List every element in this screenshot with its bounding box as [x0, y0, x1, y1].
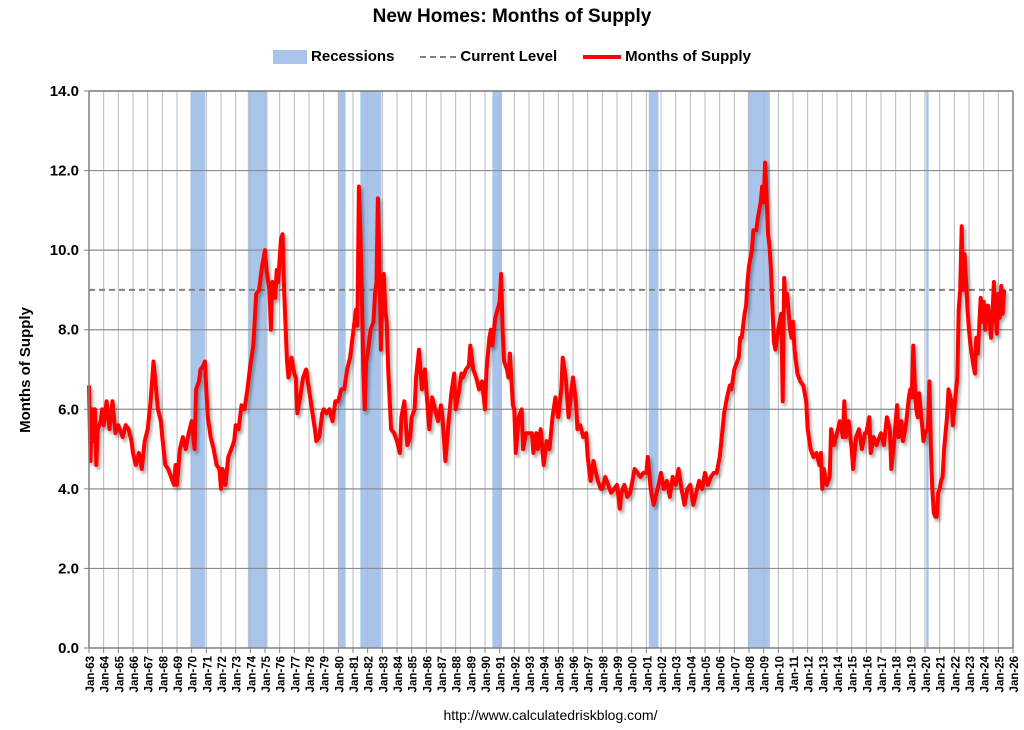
x-tick-label: Jan-01	[642, 655, 654, 692]
x-tick-label: Jan-84	[393, 655, 405, 692]
x-tick-label: Jan-96	[569, 656, 581, 692]
x-tick-label: Jan-26	[1009, 656, 1021, 692]
x-tick-label: Jan-83	[378, 656, 390, 692]
y-tick-label: 14.0	[50, 83, 79, 100]
x-tick-label: Jan-00	[628, 656, 640, 692]
x-tick-label: Jan-65	[114, 655, 126, 692]
x-tick-label: Jan-73	[232, 656, 244, 692]
x-tick-label: Jan-63	[85, 656, 97, 692]
recession-band	[926, 91, 929, 648]
x-tick-label: Jan-64	[100, 655, 112, 692]
x-tick-label: Jan-18	[892, 655, 904, 692]
x-tick-label: Jan-91	[496, 655, 508, 692]
x-tick-label: Jan-10	[774, 656, 786, 692]
x-tick-label: Jan-11	[789, 655, 801, 691]
x-tick-label: Jan-92	[510, 656, 522, 692]
source-url: http://www.calculatedriskblog.com/	[443, 707, 658, 723]
dashed-line-icon	[420, 55, 457, 58]
y-axis-tick-labels: 0.0 2.0 4.0 6.0 8.0 10.0 12.0 14.0	[50, 83, 89, 657]
recession-band	[247, 91, 268, 648]
y-tick-label: 0.0	[58, 640, 79, 657]
chart-legend: Recessions Current Level Months of Suppl…	[0, 48, 1024, 65]
x-tick-label: Jan-85	[408, 655, 420, 692]
vertical-gridlines	[103, 91, 999, 648]
x-tick-label: Jan-22	[950, 656, 962, 692]
x-tick-label: Jan-90	[481, 656, 493, 692]
x-tick-label: Jan-95	[554, 655, 566, 692]
x-tick-label: Jan-14	[833, 655, 845, 692]
x-tick-label: Jan-08	[745, 655, 757, 692]
recession-band	[648, 91, 659, 648]
x-tick-label: Jan-74	[246, 655, 258, 692]
x-tick-label: Jan-93	[525, 656, 537, 692]
x-tick-label: Jan-70	[188, 656, 200, 692]
x-tick-label: Jan-24	[980, 655, 992, 692]
recession-swatch-icon	[273, 49, 308, 64]
x-tick-label: Jan-06	[716, 656, 728, 692]
x-tick-label: Jan-16	[862, 656, 874, 692]
x-tick-label: Jan-82	[364, 656, 376, 692]
x-tick-label: Jan-13	[818, 656, 830, 692]
red-line-icon	[583, 54, 622, 59]
x-tick-label: Jan-94	[540, 655, 552, 692]
x-tick-label: Jan-04	[686, 655, 698, 692]
x-tick-label: Jan-68	[158, 655, 170, 692]
months-of-supply-line	[87, 160, 1007, 519]
x-tick-label: Jan-99	[613, 656, 625, 692]
legend-label: Current Level	[460, 48, 558, 65]
x-tick-label: Jan-88	[452, 655, 464, 692]
x-tick-label: Jan-89	[466, 656, 478, 692]
y-tick-label: 12.0	[50, 163, 79, 180]
legend-item-recessions: Recessions	[273, 48, 394, 65]
recession-band	[492, 91, 503, 648]
x-tick-label: Jan-07	[730, 656, 742, 692]
x-tick-label: Jan-72	[217, 656, 229, 692]
x-tick-label: Jan-98	[598, 655, 610, 692]
x-tick-label: Jan-76	[276, 656, 288, 692]
x-tick-label: Jan-23	[965, 656, 977, 692]
x-tick-label: Jan-25	[994, 655, 1006, 692]
y-tick-label: 8.0	[58, 322, 79, 339]
x-axis-tick-labels: Jan-63 Jan-64 Jan-65 Jan-66 Jan-67 Jan-68 Jan-…	[85, 648, 1021, 692]
legend-item-months-of-supply: Months of Supply	[583, 48, 751, 65]
y-tick-label: 2.0	[58, 560, 79, 577]
x-tick-label: Jan-12	[804, 656, 816, 692]
axes	[88, 90, 1014, 649]
y-axis-label: Months of Supply	[17, 306, 34, 432]
x-tick-label: Jan-71	[202, 655, 214, 692]
x-tick-label: Jan-02	[657, 656, 669, 692]
legend-item-current-level: Current Level	[420, 48, 557, 65]
y-tick-label: 10.0	[50, 242, 79, 259]
x-tick-label: Jan-20	[921, 656, 933, 692]
x-tick-label: Jan-15	[848, 655, 860, 692]
x-tick-label: Jan-19	[906, 656, 918, 692]
x-tick-label: Jan-79	[320, 656, 332, 692]
x-tick-label: Jan-87	[437, 656, 449, 692]
x-tick-label: Jan-86	[422, 656, 434, 692]
recession-band	[338, 91, 346, 648]
x-tick-label: Jan-66	[129, 656, 141, 692]
recession-bands	[190, 91, 929, 648]
x-tick-label: Jan-03	[672, 656, 684, 692]
y-tick-label: 4.0	[58, 481, 79, 498]
x-tick-label: Jan-67	[144, 656, 156, 692]
x-tick-label: Jan-97	[584, 656, 596, 692]
x-tick-label: Jan-17	[877, 656, 889, 692]
legend-label: Months of Supply	[625, 48, 751, 65]
x-tick-label: Jan-09	[760, 656, 772, 692]
x-tick-label: Jan-69	[173, 656, 185, 692]
y-tick-label: 6.0	[58, 401, 79, 418]
x-tick-label: Jan-80	[334, 656, 346, 692]
legend-label: Recessions	[311, 48, 395, 65]
x-tick-label: Jan-81	[349, 655, 361, 692]
x-tick-label: Jan-75	[261, 655, 273, 692]
x-tick-label: Jan-05	[701, 655, 713, 692]
recession-band	[190, 91, 206, 648]
x-tick-label: Jan-78	[305, 655, 317, 692]
chart-title: New Homes: Months of Supply	[372, 6, 652, 27]
x-tick-label: Jan-77	[290, 656, 302, 692]
horizontal-gridlines	[89, 90, 1013, 570]
x-tick-label: Jan-21	[936, 655, 948, 692]
